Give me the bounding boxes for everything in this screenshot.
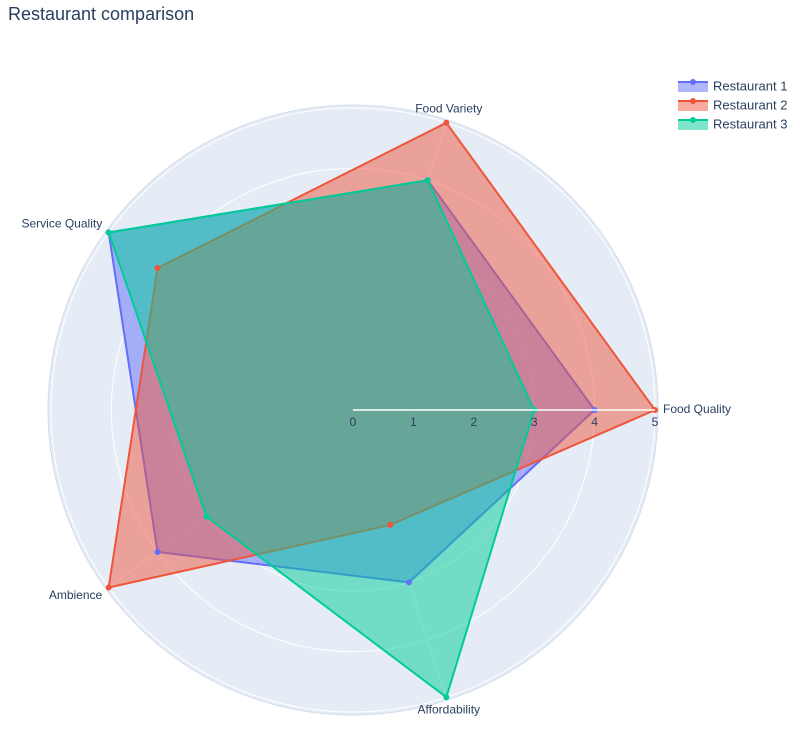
legend-label: Restaurant 1	[713, 78, 787, 93]
data-point	[105, 584, 112, 591]
category-label: Affordability	[418, 703, 480, 717]
legend-swatch	[678, 101, 708, 111]
legend-swatch	[678, 82, 708, 92]
legend-marker	[690, 117, 696, 123]
radial-tick-label: 5	[652, 415, 659, 429]
data-point	[105, 229, 112, 236]
category-label: Ambience	[49, 588, 103, 602]
legend-item: Restaurant 2	[678, 97, 787, 112]
chart-title: Restaurant comparison	[8, 4, 194, 24]
category-label: Food Variety	[415, 102, 482, 116]
radial-tick-label: 0	[350, 415, 357, 429]
radial-tick-label: 3	[531, 415, 538, 429]
data-point	[443, 694, 450, 701]
legend-marker	[690, 79, 696, 85]
data-point	[443, 119, 450, 126]
radial-tick-label: 2	[470, 415, 477, 429]
data-point	[424, 177, 431, 184]
category-label: Food Quality	[663, 402, 731, 416]
legend-label: Restaurant 2	[713, 97, 787, 112]
data-point	[203, 513, 210, 520]
data-point	[405, 579, 412, 586]
data-point	[387, 521, 394, 528]
legend-item: Restaurant 3	[678, 116, 787, 131]
legend-marker	[690, 98, 696, 104]
legend-label: Restaurant 3	[713, 116, 787, 131]
category-label: Service Quality	[22, 216, 103, 230]
data-point	[154, 549, 161, 556]
data-point	[154, 264, 161, 271]
radial-tick-label: 1	[410, 415, 417, 429]
legend-swatch	[678, 120, 708, 130]
series-area	[107, 179, 536, 699]
radial-tick-label: 4	[591, 415, 598, 429]
legend-item: Restaurant 1	[678, 78, 787, 93]
